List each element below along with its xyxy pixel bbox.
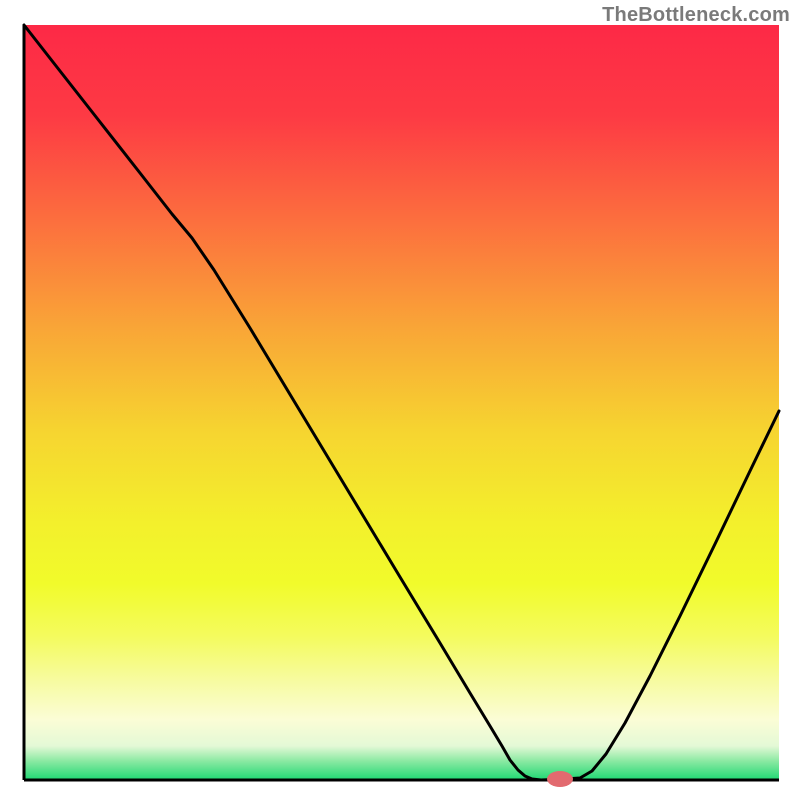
watermark-text: TheBottleneck.com bbox=[602, 4, 790, 27]
chart-container: { "watermark": { "text": "TheBottleneck.… bbox=[0, 0, 800, 800]
bottleneck-chart bbox=[0, 0, 800, 800]
chart-background bbox=[24, 25, 779, 780]
optimal-marker bbox=[547, 771, 573, 787]
